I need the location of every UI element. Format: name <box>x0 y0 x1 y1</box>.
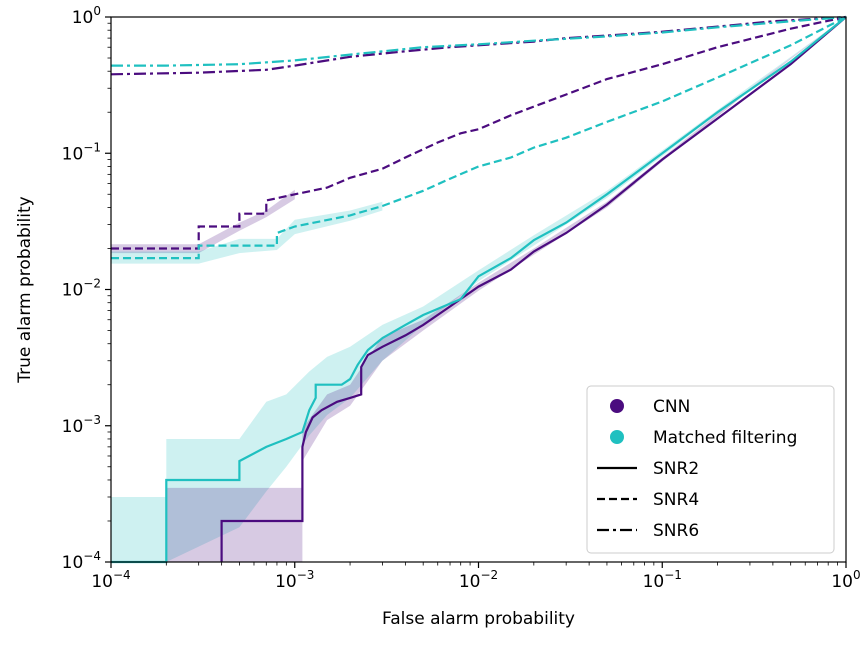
legend-item-snr6: SNR6 <box>597 521 699 541</box>
y-axis-ticks: 10−4 10−3 10−2 10−1 100 <box>62 4 111 573</box>
mf-snr2-line <box>111 16 847 564</box>
mf-snr6-line <box>111 15 847 67</box>
x-tick-label: 10−3 <box>275 568 314 592</box>
mf-snr4-band <box>111 201 383 264</box>
y-tick-label: 10−1 <box>62 140 101 164</box>
y-tick-label: 10−3 <box>62 413 101 437</box>
x-axis-ticks: 10−4 10−3 10−2 10−1 100 <box>91 562 861 592</box>
legend-marker <box>610 430 624 444</box>
y-tick-label: 10−4 <box>62 549 101 573</box>
y-tick-label: 10−2 <box>62 277 101 301</box>
legend-item-snr4: SNR4 <box>597 490 699 510</box>
cnn-snr2-band <box>166 17 847 562</box>
legend-label: SNR4 <box>653 490 699 510</box>
y-axis-label: True alarm probability <box>15 196 35 383</box>
legend-box <box>586 385 835 554</box>
x-tick-label: 10−1 <box>643 568 682 592</box>
legend: CNN Matched filtering SNR2 SNR4 SNR6 <box>586 385 835 554</box>
legend-marker <box>610 399 624 413</box>
x-axis-label: False alarm probability <box>382 609 575 629</box>
x-tick-label: 10−4 <box>91 568 130 592</box>
mf-snr4-line <box>111 16 847 260</box>
legend-label: SNR6 <box>653 521 699 541</box>
y-tick-label: 100 <box>72 4 101 28</box>
legend-label: Matched filtering <box>653 428 797 448</box>
cnn-snr2-line <box>220 16 847 562</box>
x-tick-label: 10−2 <box>459 568 498 592</box>
roc-curves <box>110 15 847 564</box>
x-tick-label: 100 <box>831 568 860 592</box>
cnn-snr4-band <box>111 189 295 254</box>
cnn-snr4-line <box>111 15 847 250</box>
legend-label: CNN <box>653 397 690 417</box>
legend-item-snr2: SNR2 <box>597 459 699 479</box>
legend-label: SNR2 <box>653 459 699 479</box>
legend-item-matched-filtering: Matched filtering <box>610 428 797 448</box>
legend-item-cnn: CNN <box>610 397 690 417</box>
